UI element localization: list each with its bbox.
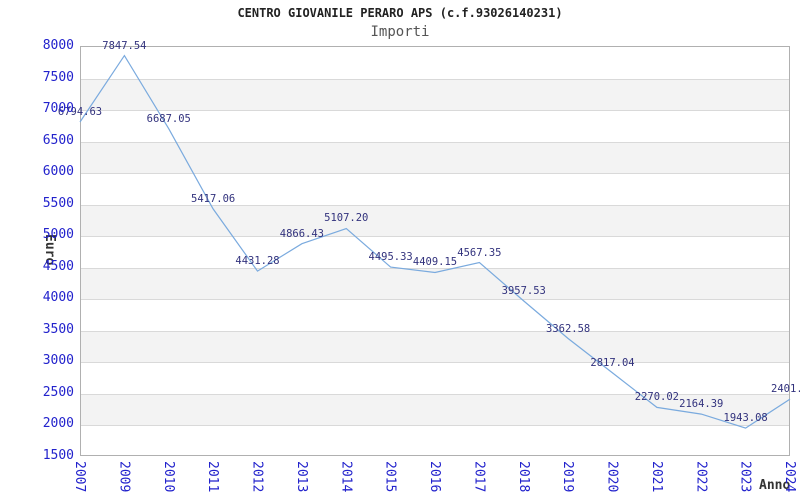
x-tick-label: 2012 [249, 461, 265, 493]
data-point-label: 2164.39 [679, 398, 724, 411]
x-tick-label: 2013 [293, 461, 309, 493]
y-axis-title: Euro [42, 234, 57, 266]
y-tick-label: 2500 [42, 384, 74, 400]
x-tick-label: 2021 [648, 461, 664, 493]
y-tick-label: 6000 [42, 164, 74, 180]
y-tick-label: 5500 [42, 195, 74, 211]
plot-band [81, 141, 789, 174]
y-tick-label: 1500 [42, 448, 74, 463]
gridline [81, 330, 789, 332]
y-tick-label: 4000 [42, 290, 74, 306]
data-point-label: 5417.06 [190, 192, 236, 205]
gridline [81, 425, 789, 427]
x-tick-label: 2019 [560, 461, 576, 493]
chart-subtitle: Importi [370, 24, 430, 40]
gridline [81, 299, 789, 301]
x-tick-label: 2017 [471, 461, 487, 493]
data-point-label: 1943.08 [723, 412, 768, 425]
x-tick-label: 2024 [782, 461, 797, 493]
data-point-label: 6794.63 [57, 106, 103, 119]
data-point-label: 4495.33 [368, 251, 413, 264]
data-point-label: 7847.54 [102, 39, 147, 52]
data-point-label: 2401.3 [771, 383, 800, 396]
gridline [81, 141, 789, 143]
x-tick-label: 2010 [160, 461, 176, 493]
plot-band [81, 204, 789, 237]
y-tick-label: 8000 [42, 38, 74, 53]
plot-band [81, 267, 789, 300]
x-tick-label: 2023 [737, 461, 753, 493]
plot-band [81, 330, 789, 363]
y-tick-label: 5000 [42, 227, 74, 243]
x-tick-label: 2018 [515, 461, 531, 493]
y-tick-label: 4500 [42, 258, 74, 274]
data-point-label: 6687.05 [146, 112, 191, 125]
y-tick-label: 3000 [42, 353, 74, 369]
x-tick-label: 2016 [427, 461, 442, 493]
x-axis-title: Anno [759, 478, 791, 493]
gridline [81, 236, 789, 238]
x-tick-label: 2022 [693, 461, 709, 493]
chart-title: CENTRO GIOVANILE PERARO APS (c.f.9302614… [237, 6, 563, 20]
x-tick-label: 2014 [338, 461, 354, 493]
y-tick-label: 2000 [42, 416, 74, 432]
x-tick-label: 2015 [382, 461, 398, 493]
gridline [81, 173, 789, 175]
data-point-label: 4431.28 [235, 255, 280, 268]
y-tick-label: 6500 [42, 132, 74, 148]
gridline [81, 362, 789, 364]
x-tick-label: 2007 [72, 461, 87, 493]
data-point-label: 4866.43 [279, 227, 325, 240]
data-point-label: 2817.04 [590, 356, 635, 369]
y-tick-label: 3500 [42, 321, 74, 337]
data-point-label: 4567.35 [457, 246, 502, 259]
data-point-label: 5107.20 [324, 212, 369, 225]
x-tick-label: 2009 [116, 461, 132, 493]
plot-band [81, 78, 789, 111]
gridline [81, 78, 789, 80]
y-tick-label: 7000 [42, 101, 74, 117]
x-tick-label: 2020 [604, 461, 620, 493]
x-tick-label: 2011 [205, 461, 221, 493]
data-point-label: 3362.58 [545, 322, 591, 335]
gridline [81, 393, 789, 395]
data-point-label: 4409.15 [412, 256, 458, 269]
data-point-label: 3957.53 [501, 284, 546, 297]
plot-area [80, 46, 790, 456]
gridline [81, 204, 789, 206]
y-tick-label: 7500 [42, 69, 74, 85]
data-point-label: 2270.02 [634, 391, 680, 404]
